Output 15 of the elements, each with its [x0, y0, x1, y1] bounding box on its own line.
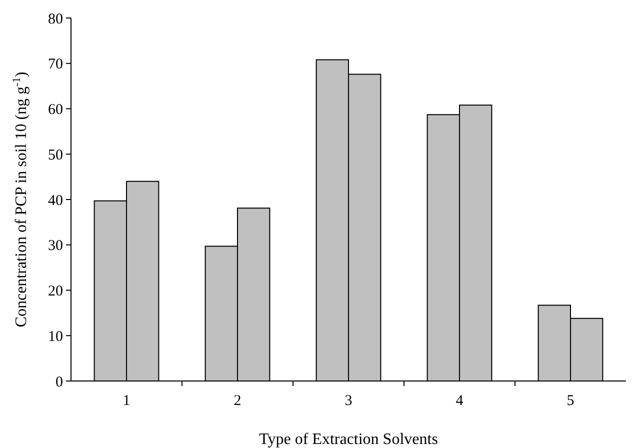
x-tick-label: 3 — [344, 393, 352, 409]
y-tick-label: 50 — [48, 147, 63, 164]
y-tick-label: 30 — [48, 238, 63, 254]
y-tick-label: 40 — [48, 192, 63, 209]
y-tick-label: 0 — [56, 374, 63, 390]
y-tick-label: 80 — [48, 11, 63, 28]
y-tick-label: 10 — [48, 328, 63, 345]
y-tick-label: 20 — [48, 284, 63, 300]
x-tick-label: 2 — [234, 393, 242, 409]
x-tick-label: 4 — [456, 393, 464, 409]
x-tick-label: 1 — [122, 393, 130, 409]
y-tick-label: 70 — [48, 56, 63, 73]
x-tick-label: 5 — [566, 393, 574, 409]
x-axis-title: Type of Extraction Solvents — [259, 431, 438, 448]
y-tick-label: 60 — [48, 102, 63, 118]
